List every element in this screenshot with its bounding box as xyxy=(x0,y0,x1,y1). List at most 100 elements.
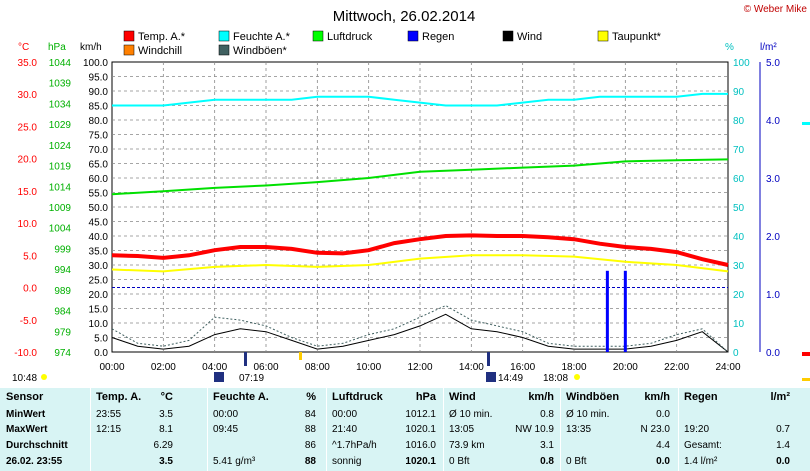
stats-col-unit: % xyxy=(306,391,316,403)
press-tick-label: 974 xyxy=(54,348,71,359)
stats-cell-value: 88 xyxy=(304,424,316,435)
press-tick-label: 1039 xyxy=(49,79,72,90)
stats-col-header: Wind xyxy=(449,391,476,403)
wind-tick-label: 80.0 xyxy=(89,116,109,127)
rain-tick-label: 1.0 xyxy=(766,290,780,301)
series-taupunkt xyxy=(111,254,729,273)
moon-marker xyxy=(487,352,490,366)
press-tick-label: 1019 xyxy=(49,162,72,173)
wind-tick-label: 0.0 xyxy=(94,348,108,359)
stats-col-unit: km/h xyxy=(644,391,670,403)
wind-tick-label: 35.0 xyxy=(89,247,109,258)
press-tick-label: 1009 xyxy=(49,203,72,214)
press-tick-label: 979 xyxy=(54,327,71,338)
x-tick-label: 00:00 xyxy=(99,362,124,373)
edge-mark-hum xyxy=(802,122,810,125)
stats-row-label: 26.02. 23:55 xyxy=(6,456,63,467)
hum-tick-label: 60 xyxy=(733,174,745,185)
stats-separator xyxy=(560,388,561,471)
sunrise-time: 07:19 xyxy=(239,373,264,384)
stats-row-label: MinWert xyxy=(6,409,46,420)
legend-swatch xyxy=(407,30,419,42)
stats-col-header: Regen xyxy=(684,391,718,403)
stats-cell-label: 00:00 xyxy=(213,409,239,420)
legend-label: Luftdruck xyxy=(327,31,373,43)
x-tick-label: 08:00 xyxy=(305,362,330,373)
legend-swatch xyxy=(218,30,230,42)
wind-tick-label: 30.0 xyxy=(89,261,109,272)
rain-tick-label: 5.0 xyxy=(766,58,780,69)
x-tick-label: 04:00 xyxy=(202,362,227,373)
hum-tick-label: 20 xyxy=(733,290,745,301)
stats-cell-value: 0.0 xyxy=(776,456,790,467)
wind-tick-label: 45.0 xyxy=(89,218,109,229)
x-tick-label: 18:00 xyxy=(561,362,586,373)
legend-label: Windchill xyxy=(138,45,182,57)
legend-label: Taupunkt* xyxy=(612,31,662,43)
press-tick-label: 1029 xyxy=(49,120,72,131)
stats-cell-value: 3.1 xyxy=(540,440,554,451)
press-tick-label: 1014 xyxy=(49,182,72,193)
rain-tick-label: 3.0 xyxy=(766,174,780,185)
stats-cell-label: 73.9 km xyxy=(449,440,485,451)
stats-cell-label: 19:20 xyxy=(684,424,710,435)
temp-tick-label: 20.0 xyxy=(18,155,38,166)
stats-cell-value: 88 xyxy=(304,456,316,467)
rain-tick-label: 4.0 xyxy=(766,116,780,127)
temp-unit: °C xyxy=(18,42,29,53)
hum-tick-label: 100 xyxy=(733,58,750,69)
temp-tick-label: 15.0 xyxy=(18,187,38,198)
legend-swatch xyxy=(123,30,135,42)
stats-separator xyxy=(326,388,327,471)
wind-tick-label: 20.0 xyxy=(89,290,109,301)
hum-tick-label: 30 xyxy=(733,261,745,272)
sun-marker xyxy=(299,352,302,360)
stats-cell-value: 0.0 xyxy=(656,456,670,467)
stats-cell-value: 1020.1 xyxy=(405,456,436,467)
rain-bar xyxy=(605,270,609,352)
stats-separator xyxy=(90,388,91,471)
x-tick-label: 06:00 xyxy=(253,362,278,373)
stats-cell-label: 00:00 xyxy=(332,409,358,420)
rain-tick-label: 2.0 xyxy=(766,232,780,243)
stats-cell-value: 8.1 xyxy=(159,424,173,435)
wind-tick-label: 60.0 xyxy=(89,174,109,185)
stats-table xyxy=(0,388,810,471)
stats-cell-label: Ø 10 min. xyxy=(566,409,610,420)
stats-cell-value: 1016.0 xyxy=(405,440,436,451)
wind-tick-label: 10.0 xyxy=(89,319,109,330)
legend-label: Temp. A.* xyxy=(138,31,186,43)
stats-cell-label: 12:15 xyxy=(96,424,122,435)
hum-tick-label: 0 xyxy=(733,348,739,359)
stats-col-unit: km/h xyxy=(528,391,554,403)
legend-label: Feuchte A.* xyxy=(233,31,291,43)
press-tick-label: 989 xyxy=(54,286,71,297)
moon-time: 14:49 xyxy=(498,373,523,384)
press-tick-label: 999 xyxy=(54,244,71,255)
page-title: Mittwoch, 26.02.2014 xyxy=(333,8,476,25)
press-tick-label: 1044 xyxy=(49,58,72,69)
moonrise-time: 10:48 xyxy=(12,373,37,384)
stats-cell-label: 09:45 xyxy=(213,424,239,435)
sunrise-icon xyxy=(214,372,224,382)
hum-tick-label: 10 xyxy=(733,319,745,330)
stats-col-unit: °C xyxy=(160,391,173,403)
wind-tick-label: 95.0 xyxy=(89,73,109,84)
x-tick-label: 16:00 xyxy=(510,362,535,373)
wind-tick-label: 65.0 xyxy=(89,160,109,171)
sunrise-marker xyxy=(244,352,247,366)
stats-cell-label: 23:55 xyxy=(96,409,122,420)
x-tick-label: 12:00 xyxy=(407,362,432,373)
stats-cell-label: sonnig xyxy=(332,456,362,467)
stats-col-header: Temp. A. xyxy=(96,391,142,403)
legend-label: Windböen* xyxy=(233,45,288,57)
hum-tick-label: 40 xyxy=(733,232,745,243)
press-unit: hPa xyxy=(48,42,66,53)
x-tick-label: 22:00 xyxy=(664,362,689,373)
stats-separator xyxy=(207,388,208,471)
x-tick-label: 02:00 xyxy=(151,362,176,373)
wind-tick-label: 55.0 xyxy=(89,189,109,200)
x-tick-label: 14:00 xyxy=(459,362,484,373)
legend-swatch xyxy=(218,44,230,56)
